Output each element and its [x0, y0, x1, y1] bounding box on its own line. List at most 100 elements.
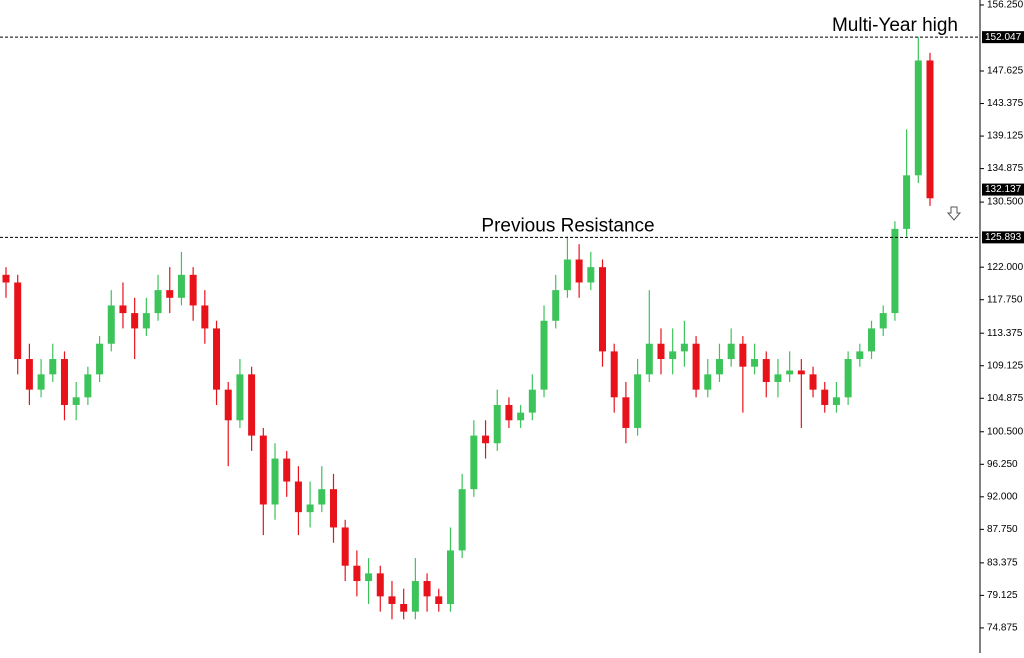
y-tick-label: 83.375 — [987, 557, 1018, 568]
candle-body — [856, 351, 864, 360]
candle-body — [142, 313, 150, 329]
y-tick-label: 87.750 — [987, 524, 1018, 535]
candle-body — [879, 313, 887, 329]
candle-body — [400, 604, 408, 612]
candle-body — [294, 481, 302, 513]
candle-body — [774, 374, 782, 383]
candle-body — [634, 374, 642, 428]
last-price-box — [982, 183, 1024, 196]
price-label-box — [982, 31, 1024, 44]
candle-body — [435, 596, 443, 605]
candle-body — [189, 274, 197, 306]
candle-body — [236, 374, 244, 421]
candle-body — [786, 370, 794, 375]
candle-body — [84, 374, 92, 398]
candle-body — [14, 282, 22, 360]
candle-body — [177, 274, 185, 298]
candle-body — [762, 359, 770, 383]
candle-body — [692, 343, 700, 390]
candle-body — [540, 320, 548, 390]
candle-body — [329, 489, 337, 528]
candle-body — [411, 581, 419, 612]
candle-body — [470, 435, 478, 490]
candle-body — [727, 343, 735, 360]
candle-body — [318, 489, 326, 505]
candle-body — [446, 550, 454, 605]
candle-body — [458, 489, 466, 551]
candle-body — [832, 397, 840, 405]
candle-body — [96, 343, 104, 375]
y-tick-label: 104.875 — [987, 393, 1024, 404]
candle-body — [657, 343, 665, 360]
candle-body — [493, 404, 501, 444]
candle-body — [131, 313, 139, 329]
candle-body — [388, 596, 396, 605]
candle-body — [914, 60, 922, 176]
candle-body — [49, 359, 57, 375]
candle-body — [868, 328, 876, 352]
y-tick-label: 117.750 — [987, 294, 1023, 305]
candle-body — [72, 397, 80, 405]
y-tick-label: 113.375 — [987, 328, 1023, 339]
candle-body — [575, 259, 583, 283]
y-tick-label: 92.000 — [987, 491, 1018, 502]
candle-body — [680, 343, 688, 352]
candle-body — [926, 60, 934, 199]
price-label: 152.047 — [985, 32, 1022, 43]
candle-body — [797, 370, 805, 375]
candle-body — [903, 175, 911, 229]
candle-body — [517, 412, 525, 421]
annotation: Multi-Year high — [832, 15, 958, 36]
candle-body — [482, 435, 490, 444]
candle-body — [809, 374, 817, 390]
candle-body — [821, 389, 829, 405]
candle-body — [844, 359, 852, 398]
annotation: Previous Resistance — [481, 215, 654, 236]
y-tick-label: 109.125 — [987, 360, 1024, 371]
candle-body — [37, 374, 45, 390]
last-price-label: 132.137 — [985, 184, 1022, 195]
y-tick-label: 130.500 — [987, 197, 1024, 208]
candle-body — [610, 351, 618, 398]
y-tick-label: 96.250 — [987, 459, 1018, 470]
price-label-box — [982, 231, 1024, 244]
y-tick-label: 134.875 — [987, 163, 1024, 174]
candle-body — [283, 458, 291, 482]
candle-body — [166, 290, 174, 298]
candle-body — [60, 359, 68, 405]
candle-body — [751, 359, 759, 367]
candle-body — [715, 359, 723, 375]
candle-body — [306, 504, 314, 513]
sell-arrow-icon — [946, 206, 962, 221]
y-tick-label: 100.500 — [987, 426, 1024, 437]
candle-body — [552, 290, 560, 321]
candle-body — [645, 343, 653, 375]
candle-body — [505, 404, 513, 421]
candle-body — [563, 259, 571, 291]
y-tick-label: 139.125 — [987, 131, 1024, 142]
candle-body — [353, 565, 361, 582]
candle-body — [25, 359, 33, 390]
y-tick-label: 147.625 — [987, 66, 1024, 77]
candle-body — [704, 374, 712, 390]
candle-body — [376, 573, 384, 597]
candle-body — [2, 274, 10, 283]
candle-body — [248, 374, 256, 436]
candle-body — [891, 228, 899, 314]
candle-body — [213, 328, 221, 390]
candle-body — [201, 305, 209, 329]
y-tick-label: 156.250 — [987, 0, 1024, 11]
candle-body — [587, 267, 595, 283]
candle-body — [528, 389, 536, 413]
candle-body — [739, 343, 747, 367]
y-tick-label: 143.375 — [987, 98, 1024, 109]
candle-body — [224, 389, 232, 421]
candle-body — [669, 351, 677, 360]
price-label: 125.893 — [985, 232, 1022, 243]
candle-body — [259, 435, 267, 505]
candle-body — [365, 573, 373, 582]
y-tick-label: 74.875 — [987, 623, 1018, 634]
y-tick-label: 79.125 — [987, 590, 1018, 601]
